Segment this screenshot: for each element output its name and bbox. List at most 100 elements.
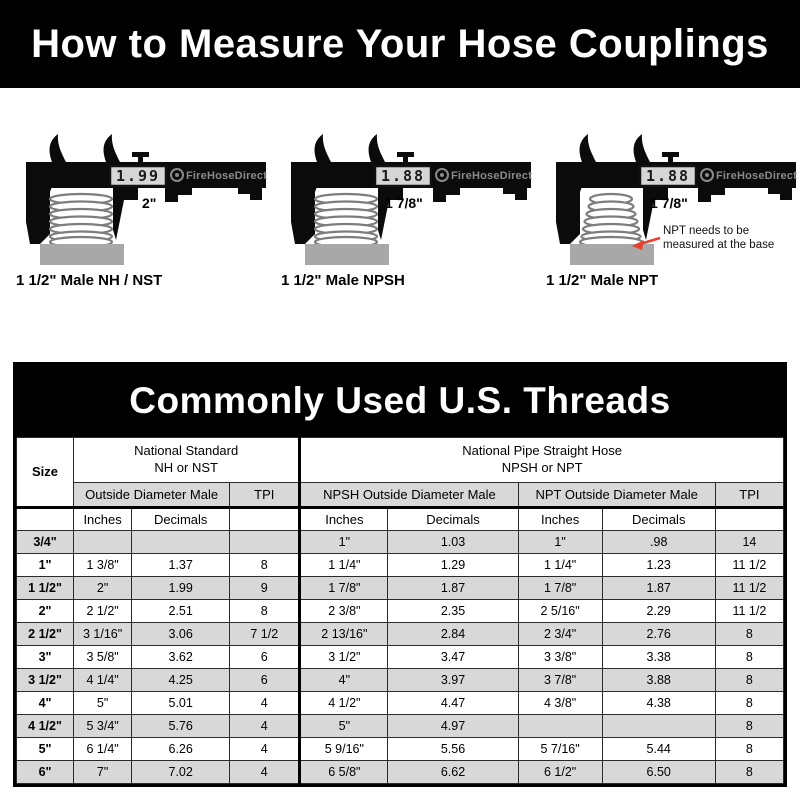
table-body: 3/4" 1" 1.03 1" .98 14 1" 1 3/8" 1.37 8 1 1/4" 1.29…	[15, 530, 785, 784]
table-cell: 7.02	[131, 760, 231, 784]
lcd-value: 1.99	[116, 167, 160, 185]
table-cell: 1.87	[387, 576, 519, 600]
caliper-illustration: 1.88 FireHoseDirect 1 7/8"	[291, 134, 532, 265]
table-cell: 1 3/8"	[73, 553, 133, 577]
brand-text: FireHoseDirect	[716, 170, 797, 182]
group1-line2: NH or NST	[154, 460, 218, 475]
lcd-display	[638, 164, 698, 188]
threads	[48, 192, 114, 249]
table-cell: 1 7/8"	[517, 576, 603, 600]
empty-cell	[714, 507, 785, 531]
table-cell: 2.76	[601, 622, 716, 646]
table-cell: 3.88	[601, 668, 716, 692]
table-row: 3 1/2" 4 1/4" 4.25 6 4" 3.97 3 7/8" 3.88 8	[15, 668, 785, 692]
table-cell: 11 1/2	[714, 576, 785, 600]
table-cell: 5.01	[131, 691, 231, 715]
size-cell: 2 1/2"	[15, 622, 75, 646]
units-inches: Inches	[517, 507, 603, 531]
table-cell: 6 1/4"	[73, 737, 133, 761]
units-decimals: Decimals	[387, 507, 519, 531]
table-cell: 4"	[298, 668, 389, 692]
table-cell: 4.97	[387, 714, 519, 738]
measurement-label: 1 7/8"	[385, 195, 423, 211]
subheader-od-male: Outside Diameter Male	[73, 482, 231, 509]
table-cell	[517, 714, 603, 738]
caliper-caption: 1 1/2" Male NPSH	[281, 272, 405, 289]
size-cell: 4 1/2"	[15, 714, 75, 738]
table-cell: 2.29	[601, 599, 716, 623]
caliper-caption: 1 1/2" Male NH / NST	[16, 272, 163, 289]
table-row: 6" 7" 7.02 4 6 5/8" 6.62 6 1/2" 6.50 8	[15, 760, 785, 784]
size-cell: 4"	[15, 691, 75, 715]
lcd-value: 1.88	[646, 167, 690, 185]
group-header-national-pipe: National Pipe Straight Hose NPSH or NPT	[298, 437, 784, 483]
table-cell: 8	[714, 714, 785, 738]
table-cell: 4 3/8"	[517, 691, 603, 715]
table-cell: 3.06	[131, 622, 231, 646]
table-cell: 1.29	[387, 553, 519, 577]
table-cell: 4	[229, 714, 301, 738]
table-cell: 5 7/16"	[517, 737, 603, 761]
table-cell: 5.44	[601, 737, 716, 761]
table-cell: 6.26	[131, 737, 231, 761]
table-row: 1" 1 3/8" 1.37 8 1 1/4" 1.29 1 1/4" 1.23 11 1/2	[15, 553, 785, 577]
table-cell: 2.51	[131, 599, 231, 623]
threads-table: Size National Standard NH or NST Nationa…	[15, 437, 785, 784]
table-row: 3/4" 1" 1.03 1" .98 14	[15, 530, 785, 554]
caliper-illustration: 1.88 FireHoseDirect 1 7/8" NPT needs to …	[556, 134, 797, 265]
table-group-header-row: Size National Standard NH or NST Nationa…	[15, 437, 784, 509]
table-cell: .98	[601, 530, 716, 554]
brand-text: FireHoseDirect	[186, 170, 267, 182]
table-cell: 4.38	[601, 691, 716, 715]
brand-logo-icon	[435, 168, 449, 182]
table-cell: 8	[229, 599, 301, 623]
table-cell: 8	[714, 691, 785, 715]
table-cell: 5 3/4"	[73, 714, 133, 738]
table-cell: 4 1/4"	[73, 668, 133, 692]
table-cell: 5"	[298, 714, 389, 738]
size-cell: 5"	[15, 737, 75, 761]
table-cell: 3.97	[387, 668, 519, 692]
size-column-header: Size	[15, 437, 75, 509]
size-cell: 3"	[15, 645, 75, 669]
page-title: How to Measure Your Hose Couplings	[31, 21, 769, 66]
table-cell: 4	[229, 760, 301, 784]
size-cell: 1"	[15, 553, 75, 577]
brand-text: FireHoseDirect	[451, 170, 532, 182]
caliper-illustration: 1.99 FireHoseDirect 2"	[26, 134, 267, 265]
table-cell: 1 1/4"	[298, 553, 389, 577]
subheader-tpi2: TPI	[714, 482, 785, 509]
table-cell: 6 5/8"	[298, 760, 389, 784]
table-cell: 7 1/2	[229, 622, 301, 646]
subheader-tpi: TPI	[229, 482, 301, 509]
table-cell: 1.37	[131, 553, 231, 577]
header-banner: How to Measure Your Hose Couplings	[0, 0, 800, 88]
coupling-base	[40, 244, 124, 265]
table-cell: 3 1/16"	[73, 622, 133, 646]
table-cell: 4.25	[131, 668, 231, 692]
subheader-npt-od: NPT Outside Diameter Male	[517, 482, 716, 509]
table-cell: 2.35	[387, 599, 519, 623]
coupling-base	[570, 244, 654, 265]
table-cell: 3 3/8"	[517, 645, 603, 669]
table-cell: 8	[714, 760, 785, 784]
table-cell: 5.56	[387, 737, 519, 761]
table-cell: 2 3/4"	[517, 622, 603, 646]
subheader-npsh-od: NPSH Outside Diameter Male	[298, 482, 519, 509]
table-cell: 4	[229, 737, 301, 761]
table-row: 1 1/2" 2" 1.99 9 1 7/8" 1.87 1 7/8" 1.87 11 1/2	[15, 576, 785, 600]
table-title-band: Commonly Used U.S. Threads	[16, 365, 784, 437]
table-cell: 2.84	[387, 622, 519, 646]
brand-logo-icon	[700, 168, 714, 182]
table-cell: 1.99	[131, 576, 231, 600]
table-cell: 1.23	[601, 553, 716, 577]
table-cell: 11 1/2	[714, 553, 785, 577]
table-cell: 3 1/2"	[298, 645, 389, 669]
size-cell: 2"	[15, 599, 75, 623]
table-cell: 8	[714, 622, 785, 646]
arrow-icon	[632, 236, 661, 250]
empty-cell	[229, 507, 301, 531]
table-cell: 2"	[73, 576, 133, 600]
table-cell: 1 7/8"	[298, 576, 389, 600]
